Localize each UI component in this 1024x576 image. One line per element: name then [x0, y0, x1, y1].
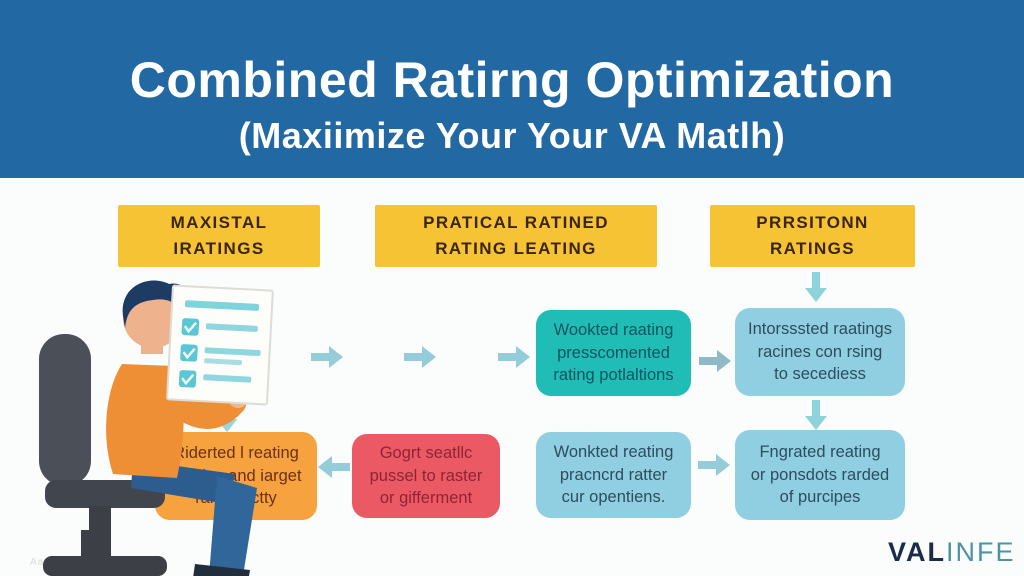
document-title-line — [184, 300, 260, 311]
right-arrow-icon — [696, 452, 732, 478]
person-shoe — [193, 564, 250, 576]
box-line: to secediess — [774, 365, 866, 384]
right-arrow-icon — [697, 348, 733, 374]
brand-logo: VALINFE — [888, 537, 1016, 568]
header-band: Combined Ratirng Optimization (Maxiimize… — [0, 0, 1024, 178]
box-line: PRRSITONN — [756, 212, 869, 232]
box-line: pussel to raster — [369, 466, 483, 485]
top-box-position-ratings: PRRSITONN RATINGS — [710, 205, 915, 267]
chair-back — [39, 334, 91, 486]
box-line: cur opentiens. — [561, 488, 666, 507]
page-title: Combined Ratirng Optimization — [129, 52, 895, 108]
checklist-document — [166, 284, 274, 406]
box-line: Gogrt seatllc — [379, 443, 473, 462]
brand-logo-part2: INFE — [946, 537, 1016, 567]
right-arrow-icon — [496, 344, 532, 370]
box-line: PRATICAL RATINED — [423, 212, 609, 232]
document-line — [203, 374, 252, 383]
chair-base — [43, 556, 167, 576]
right-arrow-icon — [309, 344, 345, 370]
top-box-practical-rating: PRATICAL RATINED RATING LEATING — [375, 205, 657, 267]
box-line: RATING LEATING — [435, 239, 597, 258]
top-box-maximal-ratings: MAXISTAL IRATINGS — [118, 205, 320, 267]
box-line: RATINGS — [769, 239, 856, 258]
box-line: IRATINGS — [173, 239, 265, 258]
down-arrow-icon — [803, 398, 829, 432]
box-line: or ponsdots rarded — [750, 465, 890, 484]
box-line: Riderted l reating — [173, 443, 299, 462]
box-line: pracncrd ratter — [559, 465, 668, 484]
box-line: Wookted raating — [553, 320, 674, 339]
box-line: racines con rsing — [757, 342, 883, 361]
box-line: presscomented — [557, 343, 670, 362]
document-line — [205, 323, 258, 332]
box-line: Wonkted reating — [553, 442, 674, 461]
check-icon — [183, 321, 198, 334]
mid-box-weighted-rating: Wookted raating presscomented rating pot… — [536, 310, 691, 396]
document-line — [204, 347, 261, 357]
down-arrow-icon — [803, 270, 829, 304]
box-line: of purcipes — [779, 488, 861, 507]
page-subtitle: (Maxiimize Your Your VA Matlh) — [238, 114, 786, 156]
document-line — [204, 358, 243, 366]
right-arrow-icon — [402, 344, 438, 370]
bottom-box-weighted-practiced: Wonkted reating pracncrd ratter cur open… — [536, 432, 691, 518]
box-line: MAXISTAL — [170, 212, 268, 232]
mid-box-interested-ratings: Intorsssted raatings racines con rsing t… — [735, 308, 905, 396]
check-icon — [182, 347, 196, 360]
bottom-box-integrated-rating: Fngrated reating or ponsdots rarded of p… — [735, 430, 905, 520]
left-arrow-icon — [316, 454, 352, 480]
check-icon — [181, 373, 195, 386]
brand-logo-part1: VAL — [888, 537, 946, 567]
box-line: or gifferment — [379, 489, 473, 508]
bottom-box-goal-seat: Gogrt seatllc pussel to raster or giffer… — [352, 434, 500, 518]
person-calf — [209, 476, 257, 576]
person-checklist-illustration — [25, 272, 285, 576]
box-line: Fngrated reating — [759, 442, 881, 461]
box-line: rating potlaltions — [553, 366, 674, 385]
box-line: Intorsssted raatings — [748, 319, 892, 338]
person-illustration-svg — [39, 280, 274, 576]
